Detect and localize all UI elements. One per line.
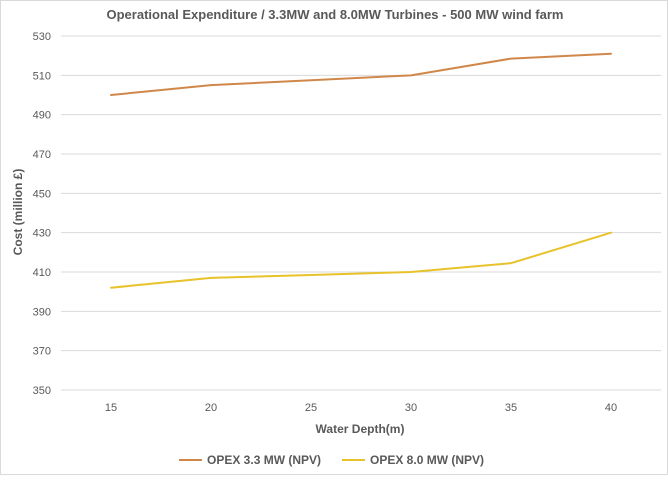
x-tick-label: 30	[405, 402, 417, 414]
y-tick-label: 530	[33, 31, 51, 43]
y-tick-labels: 350 370 390 410 430 450 470 490 510 530	[33, 31, 51, 397]
x-tick-label: 20	[205, 402, 217, 414]
legend: OPEX 3.3 MW (NPV) OPEX 8.0 MW (NPV)	[179, 453, 484, 467]
series-line-opex-8-0mw	[111, 233, 611, 288]
chart-title: Operational Expenditure / 3.3MW and 8.0M…	[107, 7, 564, 22]
x-tick-label: 35	[505, 402, 517, 414]
y-tick-label: 350	[33, 385, 51, 397]
y-tick-label: 430	[33, 228, 51, 240]
y-tick-label: 370	[33, 346, 51, 358]
x-tick-label: 40	[605, 402, 617, 414]
legend-label: OPEX 3.3 MW (NPV)	[207, 453, 321, 467]
x-tick-label: 15	[105, 402, 117, 414]
legend-label: OPEX 8.0 MW (NPV)	[370, 453, 484, 467]
y-tick-label: 510	[33, 70, 51, 82]
x-tick-label: 25	[305, 402, 317, 414]
y-tick-label: 450	[33, 188, 51, 200]
y-axis-label: Cost (million £)	[11, 169, 25, 256]
series-lines	[111, 54, 611, 288]
x-tick-labels: 15 20 25 30 35 40	[105, 402, 617, 414]
y-tick-label: 470	[33, 149, 51, 161]
y-tick-label: 390	[33, 306, 51, 318]
gridlines	[61, 36, 661, 390]
series-line-opex-3-3mw	[111, 54, 611, 95]
x-axis-label: Water Depth(m)	[316, 422, 405, 436]
y-tick-label: 410	[33, 267, 51, 279]
y-tick-label: 490	[33, 110, 51, 122]
